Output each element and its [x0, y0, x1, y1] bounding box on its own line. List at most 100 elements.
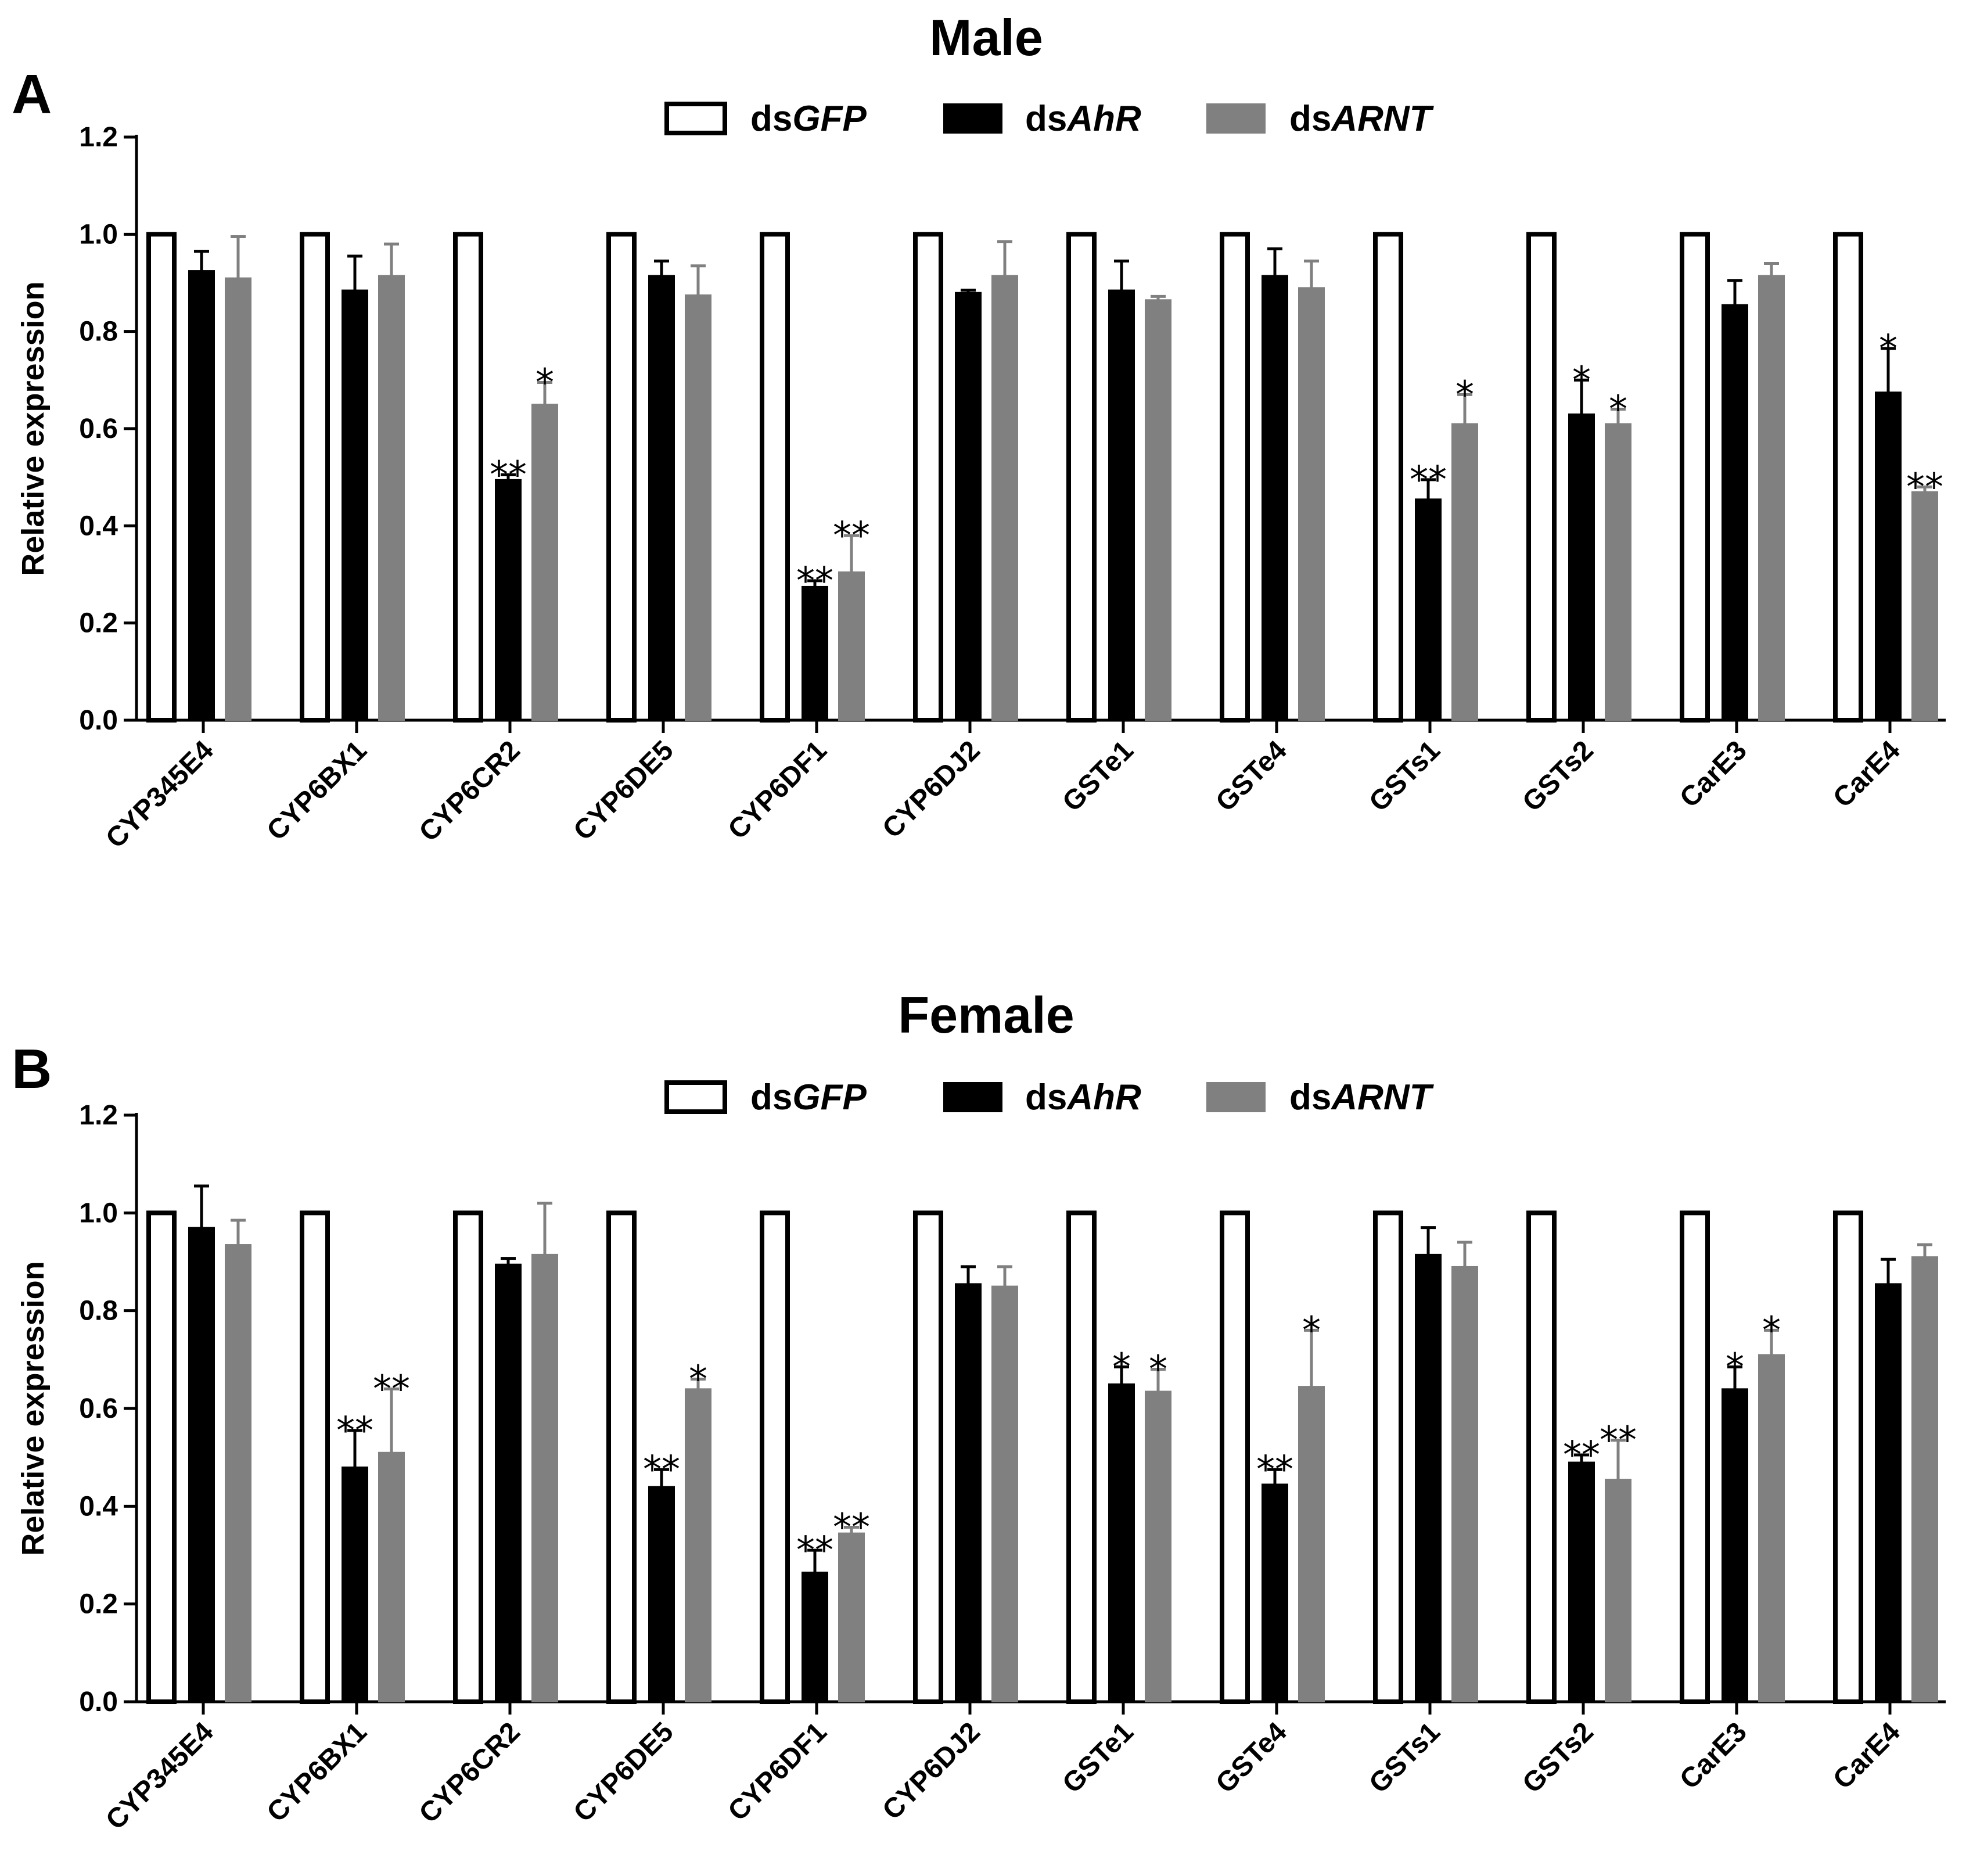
bar-dsgfp-care4: [1833, 1210, 1863, 1704]
category-label-cyp6de5: CYP6DE5: [568, 1716, 680, 1828]
bar-dsahr-cyp6dj2: [955, 1283, 982, 1702]
bar-dsarnt-gsts2: [1605, 423, 1631, 721]
legend-label-dsarnt: dsARNT: [1289, 1077, 1435, 1117]
bar-dsahr-gsts2: [1568, 1461, 1595, 1702]
bar-dsgfp-gsts2: [1526, 1210, 1557, 1704]
significance-marker: **: [1906, 466, 1943, 509]
bar-dsgfp-gsts2: [1526, 232, 1557, 723]
category-label-cyp6cr2: CYP6CR2: [414, 1716, 526, 1829]
significance-marker: *: [1572, 359, 1591, 402]
category-label-gsts2: GSTs2: [1516, 1716, 1599, 1799]
y-tick-label: 0.4: [79, 1491, 118, 1522]
bar-dsgfp-cyp345e4: [146, 232, 177, 723]
legend-swatch-dsarnt: [1206, 103, 1266, 134]
bar-dsarnt-gsts2: [1605, 1479, 1631, 1703]
significance-marker: **: [1600, 1419, 1637, 1462]
significance-marker: **: [373, 1368, 410, 1411]
significance-marker: **: [1563, 1434, 1600, 1477]
category-label-gsts1: GSTs1: [1363, 735, 1446, 817]
y-tick-label: 1.2: [79, 1100, 118, 1131]
bar-dsahr-gsts2: [1568, 413, 1595, 721]
bar-dsahr-gste1: [1108, 289, 1135, 721]
significance-marker: *: [1726, 1346, 1744, 1389]
bar-dsarnt-gste4: [1298, 1386, 1325, 1702]
bar-dsahr-gsts1: [1415, 498, 1442, 721]
bar-dsgfp-gsts1: [1373, 232, 1403, 723]
bar-dsahr-cyp345e4: [188, 270, 215, 721]
bar-dsahr-care3: [1722, 1388, 1748, 1702]
bar-dsgfp-cyp6cr2: [453, 232, 483, 723]
y-tick-label: 0.0: [79, 705, 118, 736]
significance-marker: **: [833, 515, 870, 558]
legend-label-dsgfp: dsGFP: [750, 1077, 867, 1117]
category-label-cyp6de5: CYP6DE5: [568, 735, 680, 846]
bar-dsarnt-gste1: [1145, 299, 1171, 721]
legend-label-dsahr: dsAhR: [1025, 1077, 1141, 1117]
bar-dsarnt-cyp345e4: [225, 1244, 251, 1703]
y-tick-label: 0.2: [79, 1589, 118, 1620]
bar-dsarnt-cyp6bx1: [378, 1451, 405, 1702]
category-label-cyp6cr2: CYP6CR2: [414, 735, 526, 847]
chart-title: Male: [929, 9, 1043, 66]
significance-marker: *: [1456, 373, 1474, 416]
legend-swatch-dsahr: [943, 103, 1002, 134]
bar-dsgfp-cyp6bx1: [300, 232, 330, 723]
chart-title: Female: [898, 986, 1074, 1044]
significance-marker: **: [336, 1410, 373, 1453]
y-tick-label: 1.0: [79, 1198, 118, 1228]
legend-label-dsgfp: dsGFP: [750, 99, 867, 139]
category-label-care4: CarE4: [1827, 735, 1906, 814]
category-label-care3: CarE3: [1674, 1716, 1753, 1795]
y-tick-label: 0.0: [79, 1687, 118, 1717]
y-tick-label: 0.4: [79, 511, 118, 541]
category-label-cyp6df1: CYP6DF1: [723, 735, 833, 845]
legend-label-dsarnt: dsARNT: [1289, 99, 1435, 139]
bar-dsahr-cyp6de5: [648, 1486, 675, 1703]
bar-dsgfp-gste4: [1220, 232, 1250, 723]
bar-dsarnt-gste1: [1145, 1390, 1171, 1703]
category-label-cyp6bx1: CYP6BX1: [261, 735, 373, 846]
bar-dsgfp-cyp6cr2: [453, 1210, 483, 1704]
bar-dsgfp-cyp6de5: [606, 1210, 637, 1704]
y-tick-label: 0.2: [79, 608, 118, 639]
legend-swatch-dsarnt: [1206, 1082, 1266, 1112]
bar-dsahr-cyp6bx1: [342, 289, 368, 721]
bar-dsarnt-cyp6df1: [838, 571, 865, 721]
significance-marker: *: [1302, 1309, 1321, 1352]
significance-marker: **: [796, 1529, 833, 1572]
category-label-gsts2: GSTs2: [1516, 735, 1599, 817]
bar-dsarnt-cyp6df1: [838, 1532, 865, 1702]
bar-dsahr-cyp6cr2: [495, 1263, 522, 1702]
category-label-cyp345e4: CYP345E4: [100, 735, 220, 854]
bar-dsarnt-cyp6cr2: [531, 404, 558, 721]
legend-label-dsahr: dsAhR: [1025, 99, 1141, 139]
y-axis-label: Relative expression: [16, 1261, 51, 1555]
bar-dsarnt-cyp6dj2: [991, 275, 1018, 721]
bar-dsahr-cyp6cr2: [495, 479, 522, 721]
category-label-gste4: GSTe4: [1210, 735, 1293, 818]
significance-marker: *: [1879, 328, 1897, 371]
significance-marker: **: [833, 1507, 870, 1550]
bar-dsahr-gste4: [1262, 275, 1288, 721]
bar-dsarnt-gsts1: [1451, 423, 1478, 721]
panel-b-female: Female B Relative expression dsGFP dsAhR dsAR…: [12, 986, 1946, 1836]
bar-dsahr-gste4: [1262, 1483, 1288, 1702]
bar-dsgfp-gste4: [1220, 1210, 1250, 1704]
category-label-cyp6bx1: CYP6BX1: [261, 1716, 373, 1828]
significance-marker: **: [1410, 459, 1447, 502]
category-label-cyp6df1: CYP6DF1: [723, 1716, 833, 1827]
significance-marker: *: [1149, 1349, 1167, 1392]
category-label-gsts1: GSTs1: [1363, 1716, 1446, 1799]
bar-dsarnt-cyp6dj2: [991, 1285, 1018, 1702]
y-tick-label: 1.2: [79, 122, 118, 153]
bar-dsarnt-gsts1: [1451, 1266, 1478, 1703]
bar-dsgfp-care4: [1833, 232, 1863, 723]
bar-dsahr-care3: [1722, 304, 1748, 721]
legend-swatch-dsgfp: [664, 1080, 727, 1114]
bar-dsgfp-cyp6bx1: [300, 1210, 330, 1704]
bar-dsarnt-care3: [1758, 1354, 1785, 1703]
bar-dsahr-care4: [1875, 391, 1902, 721]
category-label-gste4: GSTe4: [1210, 1716, 1293, 1799]
bar-dsgfp-cyp6de5: [606, 232, 637, 723]
